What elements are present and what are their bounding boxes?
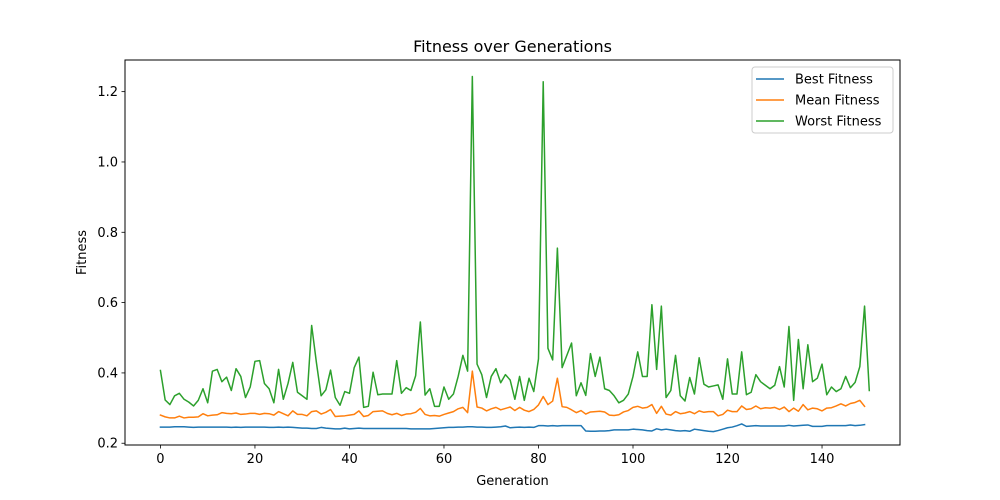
plot-frame [124,59,901,446]
legend: Best Fitness Mean Fitness Worst Fitness [751,66,894,134]
x-tick-label: 140 [810,452,835,467]
x-tick-label: 100 [621,452,646,467]
y-tick-label: 1.0 [97,155,118,170]
chart-title: Fitness over Generations [413,37,612,56]
x-tick-label: 40 [341,452,358,467]
x-tick-label: 120 [715,452,740,467]
y-tick-label: 0.2 [97,437,118,452]
x-axis-label: Generation [476,474,549,489]
legend-label: Worst Fitness [795,115,882,130]
x-tick-label: 0 [156,452,164,467]
series-line-best-fitness [159,423,866,433]
legend-box [751,66,894,134]
plot-lines [159,75,871,433]
y-tick-label: 0.8 [97,226,118,241]
x-tick-label: 80 [530,452,547,467]
x-axis-ticks: 0 20 40 60 80 100 120 140 [156,445,834,467]
series-line-mean-fitness [159,370,866,419]
legend-label: Mean Fitness [795,94,880,109]
x-tick-label: 20 [247,452,264,467]
x-tick-label: 60 [436,452,453,467]
y-axis-label: Fitness [75,230,90,275]
y-tick-label: 0.6 [97,296,118,311]
y-tick-label: 0.4 [97,366,118,381]
y-tick-label: 1.2 [97,85,118,100]
legend-label: Best Fitness [795,73,873,88]
series-line-worst-fitness [159,75,871,409]
y-axis-ticks: 0.2 0.4 0.6 0.8 1.0 1.2 [97,85,125,452]
